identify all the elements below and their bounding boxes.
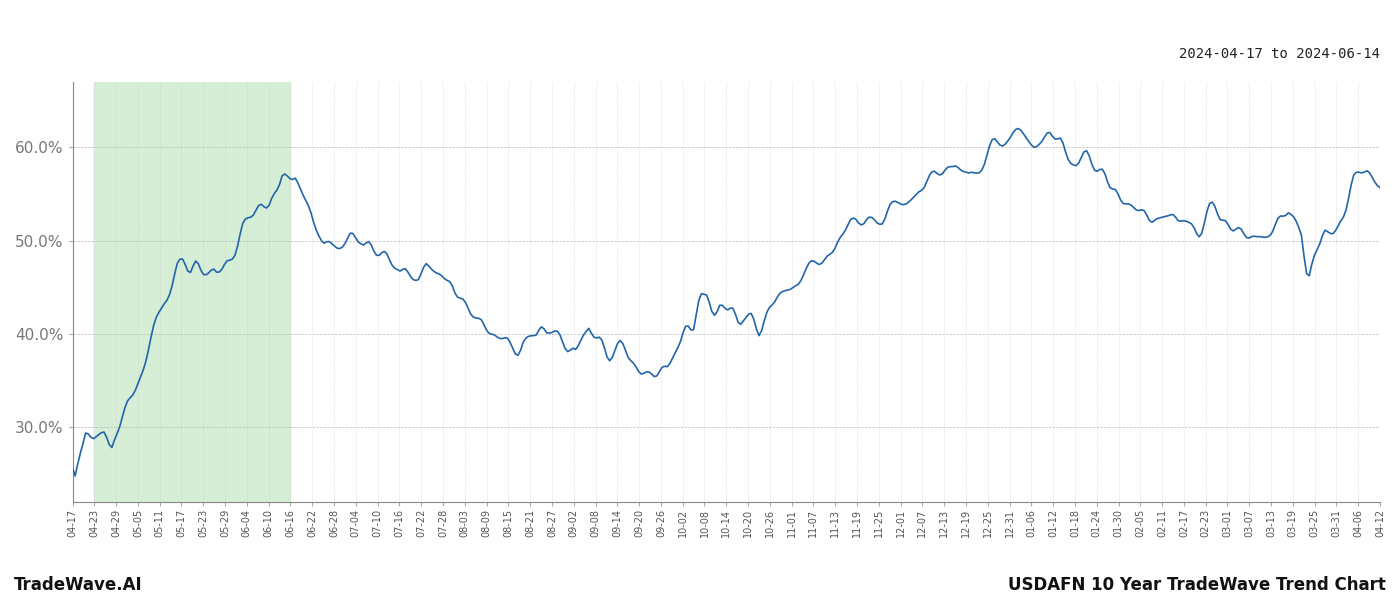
- Text: TradeWave.AI: TradeWave.AI: [14, 576, 143, 594]
- Bar: [94, 82, 290, 502]
- Text: USDAFN 10 Year TradeWave Trend Chart: USDAFN 10 Year TradeWave Trend Chart: [1008, 576, 1386, 594]
- Text: 2024-04-17 to 2024-06-14: 2024-04-17 to 2024-06-14: [1179, 47, 1380, 61]
